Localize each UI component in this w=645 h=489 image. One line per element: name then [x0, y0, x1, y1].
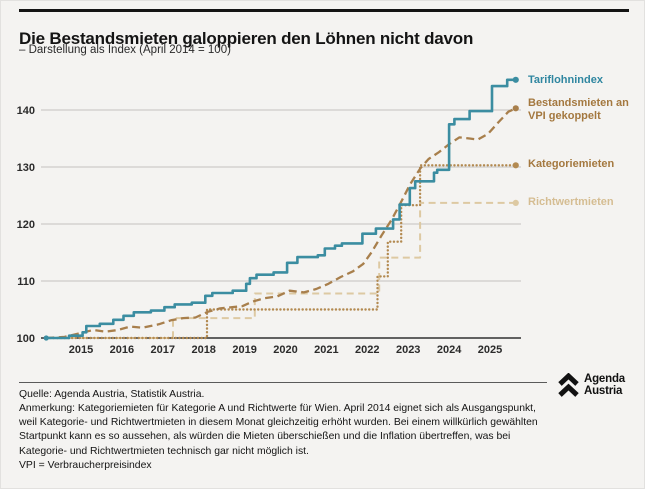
logo-line1: Agenda	[584, 373, 625, 385]
legend-richtwertmieten: Richtwertmieten	[528, 196, 614, 208]
svg-text:2023: 2023	[396, 344, 420, 356]
svg-text:140: 140	[17, 105, 35, 117]
source-note: Quelle: Agenda Austria, Statistik Austri…	[19, 389, 205, 400]
svg-text:2020: 2020	[273, 344, 297, 356]
svg-text:2017: 2017	[151, 344, 175, 356]
legend-kategoriemieten: Kategoriemieten	[528, 158, 615, 170]
svg-text:2024: 2024	[437, 344, 462, 356]
svg-text:120: 120	[17, 219, 35, 231]
svg-text:2018: 2018	[191, 344, 215, 356]
svg-text:2022: 2022	[355, 344, 379, 356]
chart-subtitle: – Darstellung als Index (April 2014 = 10…	[19, 44, 231, 56]
svg-text:2019: 2019	[232, 344, 256, 356]
svg-text:2016: 2016	[110, 344, 134, 356]
svg-text:110: 110	[17, 276, 35, 288]
svg-text:130: 130	[17, 162, 35, 174]
page-title: Die Bestandsmieten galoppieren den Löhne…	[19, 29, 474, 49]
footer-notes: Quelle: Agenda Austria, Statistik Austri…	[19, 388, 553, 473]
logo-text: Agenda Austria	[584, 373, 625, 398]
line-chart-plot: 100 110 120 130 140 2015 2016 2017 2018 2019 2020 2…	[17, 76, 521, 356]
top-rule	[19, 9, 629, 12]
agenda-austria-logo: Agenda Austria	[557, 373, 625, 399]
footer-divider	[19, 382, 547, 383]
vpi-note: VPI = Verbraucherpreisindex	[19, 459, 152, 471]
svg-text:2015: 2015	[69, 344, 93, 356]
double-chevron-up-icon	[558, 373, 579, 397]
legend-bestandsmieten: Bestandsmieten an VPI gekoppelt	[528, 97, 629, 122]
legend-tariflohnindex: Tariflohnindex	[528, 74, 603, 86]
svg-text:2021: 2021	[314, 344, 338, 356]
logo-line2: Austria	[584, 385, 623, 398]
svg-text:100: 100	[17, 333, 35, 345]
annotation-note: Anmerkung: Kategoriemieten für Kategorie…	[19, 403, 538, 457]
svg-text:2025: 2025	[478, 344, 502, 356]
